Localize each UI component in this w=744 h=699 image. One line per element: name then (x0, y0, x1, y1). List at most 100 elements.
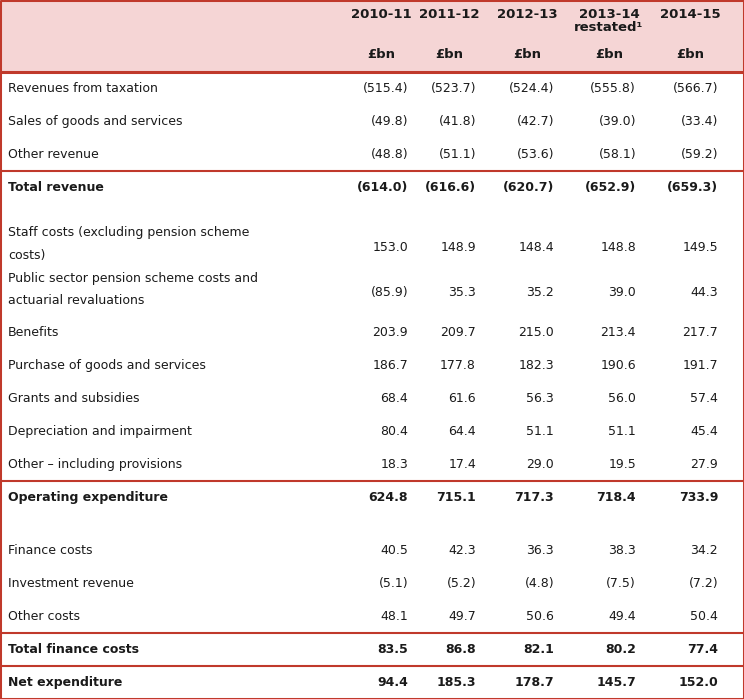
Text: (42.7): (42.7) (516, 115, 554, 128)
Text: 83.5: 83.5 (377, 643, 408, 656)
Text: 718.4: 718.4 (597, 491, 636, 503)
Text: 203.9: 203.9 (373, 326, 408, 338)
Text: Public sector pension scheme costs and: Public sector pension scheme costs and (8, 272, 258, 284)
Text: Grants and subsidies: Grants and subsidies (8, 391, 140, 405)
Text: (4.8): (4.8) (525, 577, 554, 590)
Text: 733.9: 733.9 (679, 491, 718, 503)
Bar (0, 0, 744, 72)
Text: (85.9): (85.9) (371, 287, 408, 299)
Text: 86.8: 86.8 (446, 643, 476, 656)
Text: 35.3: 35.3 (448, 287, 476, 299)
Text: Total finance costs: Total finance costs (8, 643, 139, 656)
Text: 51.1: 51.1 (609, 424, 636, 438)
Text: 80.2: 80.2 (605, 643, 636, 656)
Text: 57.4: 57.4 (690, 391, 718, 405)
Text: (5.1): (5.1) (379, 577, 408, 590)
Text: 38.3: 38.3 (609, 544, 636, 557)
Text: 50.4: 50.4 (690, 610, 718, 623)
Text: (51.1): (51.1) (438, 148, 476, 161)
Text: (652.9): (652.9) (585, 181, 636, 194)
Text: 2010-11: 2010-11 (350, 8, 411, 21)
Text: £bn: £bn (595, 48, 623, 61)
Text: 148.9: 148.9 (440, 240, 476, 254)
Text: 17.4: 17.4 (448, 458, 476, 470)
Text: 51.1: 51.1 (526, 424, 554, 438)
Text: £bn: £bn (367, 48, 395, 61)
Text: 18.3: 18.3 (380, 458, 408, 470)
Text: 209.7: 209.7 (440, 326, 476, 338)
Text: 68.4: 68.4 (380, 391, 408, 405)
Text: 717.3: 717.3 (514, 491, 554, 503)
Text: £bn: £bn (435, 48, 463, 61)
Text: 49.7: 49.7 (448, 610, 476, 623)
Text: (620.7): (620.7) (503, 181, 554, 194)
Text: 213.4: 213.4 (600, 326, 636, 338)
Text: 190.6: 190.6 (600, 359, 636, 371)
Text: (515.4): (515.4) (362, 82, 408, 95)
Text: (7.2): (7.2) (688, 577, 718, 590)
Text: Operating expenditure: Operating expenditure (8, 491, 168, 503)
Text: £bn: £bn (513, 48, 541, 61)
Text: 186.7: 186.7 (372, 359, 408, 371)
Text: 217.7: 217.7 (682, 326, 718, 338)
Text: 148.4: 148.4 (519, 240, 554, 254)
Text: (41.8): (41.8) (438, 115, 476, 128)
Text: 2011-12: 2011-12 (419, 8, 479, 21)
Text: 29.0: 29.0 (526, 458, 554, 470)
Text: 42.3: 42.3 (449, 544, 476, 557)
Text: 82.1: 82.1 (523, 643, 554, 656)
Text: (49.8): (49.8) (371, 115, 408, 128)
Text: 39.0: 39.0 (609, 287, 636, 299)
Text: 2012-13: 2012-13 (497, 8, 557, 21)
Text: Depreciation and impairment: Depreciation and impairment (8, 424, 192, 438)
Text: 178.7: 178.7 (514, 676, 554, 689)
Text: (48.8): (48.8) (371, 148, 408, 161)
Text: (39.0): (39.0) (598, 115, 636, 128)
Text: 56.3: 56.3 (526, 391, 554, 405)
Text: (566.7): (566.7) (673, 82, 718, 95)
Text: 2013-14: 2013-14 (579, 8, 639, 21)
Text: (555.8): (555.8) (590, 82, 636, 95)
Text: 77.4: 77.4 (687, 643, 718, 656)
Text: Sales of goods and services: Sales of goods and services (8, 115, 182, 128)
Text: 153.0: 153.0 (372, 240, 408, 254)
Text: Other costs: Other costs (8, 610, 80, 623)
Text: 715.1: 715.1 (436, 491, 476, 503)
Text: Other – including provisions: Other – including provisions (8, 458, 182, 470)
Text: 177.8: 177.8 (440, 359, 476, 371)
Text: (614.0): (614.0) (356, 181, 408, 194)
Text: 27.9: 27.9 (690, 458, 718, 470)
Text: 50.6: 50.6 (526, 610, 554, 623)
Text: 152.0: 152.0 (679, 676, 718, 689)
Text: 45.4: 45.4 (690, 424, 718, 438)
Text: (523.7): (523.7) (431, 82, 476, 95)
Text: (5.2): (5.2) (446, 577, 476, 590)
Text: Revenues from taxation: Revenues from taxation (8, 82, 158, 95)
Text: 56.0: 56.0 (608, 391, 636, 405)
Text: 94.4: 94.4 (377, 676, 408, 689)
Text: 35.2: 35.2 (526, 287, 554, 299)
Text: 149.5: 149.5 (682, 240, 718, 254)
Text: actuarial revaluations: actuarial revaluations (8, 294, 144, 308)
Text: restated¹: restated¹ (574, 21, 644, 34)
Text: 182.3: 182.3 (519, 359, 554, 371)
Text: 44.3: 44.3 (690, 287, 718, 299)
Text: 61.6: 61.6 (449, 391, 476, 405)
Text: 2014-15: 2014-15 (660, 8, 720, 21)
Text: Total revenue: Total revenue (8, 181, 104, 194)
Text: Finance costs: Finance costs (8, 544, 92, 557)
Text: (53.6): (53.6) (516, 148, 554, 161)
Text: 145.7: 145.7 (596, 676, 636, 689)
Text: (58.1): (58.1) (598, 148, 636, 161)
Text: (7.5): (7.5) (606, 577, 636, 590)
Text: 36.3: 36.3 (526, 544, 554, 557)
Text: 48.1: 48.1 (380, 610, 408, 623)
Text: 191.7: 191.7 (682, 359, 718, 371)
Text: (659.3): (659.3) (667, 181, 718, 194)
Text: 80.4: 80.4 (380, 424, 408, 438)
Text: 40.5: 40.5 (380, 544, 408, 557)
Text: £bn: £bn (676, 48, 704, 61)
Text: 185.3: 185.3 (437, 676, 476, 689)
Text: Staff costs (excluding pension scheme: Staff costs (excluding pension scheme (8, 226, 249, 239)
Text: Purchase of goods and services: Purchase of goods and services (8, 359, 206, 371)
